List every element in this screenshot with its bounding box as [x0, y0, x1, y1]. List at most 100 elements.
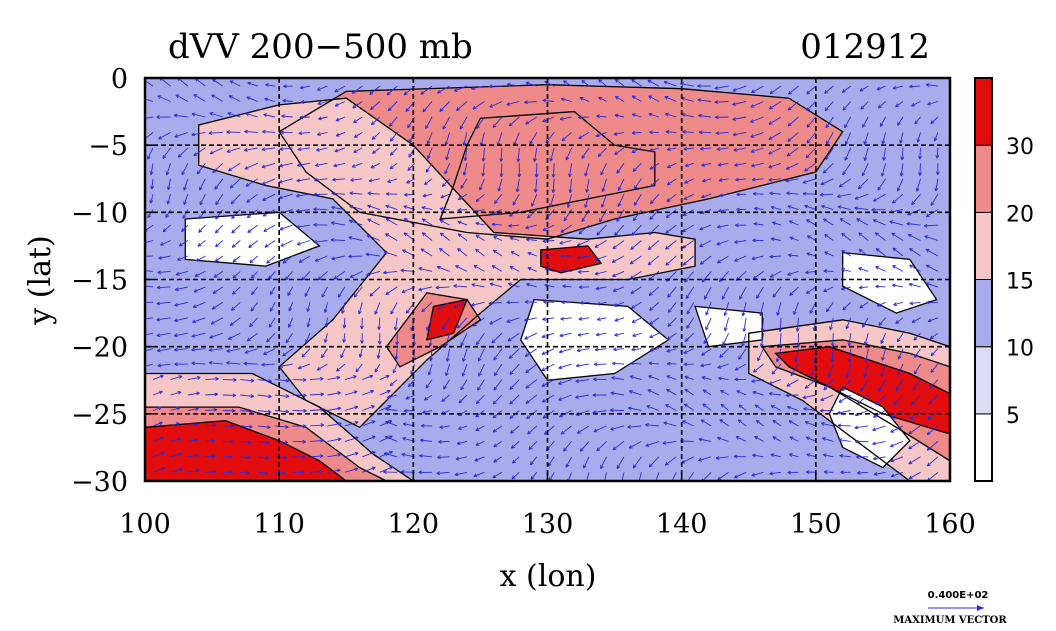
wind-vector-head	[751, 177, 756, 182]
wind-vector-head	[875, 284, 879, 289]
wind-vector	[665, 113, 677, 118]
wind-vector	[457, 248, 468, 257]
reference-vector-caption: MAXIMUM VECTOR	[893, 615, 1007, 626]
wind-vector	[911, 394, 921, 406]
wind-vector-head	[664, 461, 669, 466]
wind-vector	[697, 99, 712, 102]
wind-vector	[682, 240, 694, 249]
wind-vector-head	[802, 191, 807, 196]
wind-vector	[362, 466, 376, 473]
wind-vector	[426, 132, 433, 145]
wind-vector	[928, 394, 939, 405]
x-tick-label: 120	[388, 509, 440, 540]
wind-vector-head	[717, 162, 722, 167]
wind-vector-head	[332, 177, 336, 182]
wind-vector	[577, 255, 590, 259]
wind-vector-head	[365, 252, 370, 257]
wind-vector-head	[613, 132, 618, 136]
wind-vector	[407, 162, 416, 171]
wind-vector	[906, 223, 921, 226]
wind-vector	[754, 207, 764, 211]
wind-vector-head	[281, 114, 285, 119]
wind-vector	[350, 178, 363, 181]
wind-vector	[839, 178, 851, 188]
wind-vector-head	[609, 408, 614, 413]
contour-line-8	[145, 406, 387, 481]
wind-vector	[649, 301, 660, 311]
wind-vector	[718, 209, 729, 212]
wind-vector	[479, 178, 485, 191]
wind-vector	[561, 98, 572, 102]
x-tick-label: 140	[656, 509, 708, 540]
wind-vector	[269, 302, 276, 312]
wind-vector-head	[628, 406, 632, 411]
wind-vector	[793, 302, 799, 315]
wind-vector-head	[177, 452, 182, 457]
wind-vector-head	[383, 250, 388, 255]
wind-vector-head	[631, 231, 636, 236]
wind-vector	[631, 131, 642, 134]
wind-vector	[458, 394, 468, 404]
wind-vector-head	[733, 454, 738, 459]
wind-vector-head	[247, 81, 252, 86]
wind-vector-head	[370, 106, 375, 111]
wind-vector	[911, 101, 921, 107]
wind-vector-head	[844, 124, 848, 129]
wind-vector-head	[822, 437, 826, 441]
wind-vector	[167, 194, 171, 205]
wind-vector	[472, 101, 485, 110]
wind-vector-head	[178, 242, 183, 247]
wind-vector-head	[824, 233, 829, 238]
wind-vector	[699, 240, 712, 247]
wind-vector-head	[420, 423, 425, 428]
wind-vector	[892, 284, 904, 288]
wind-vector	[648, 375, 660, 381]
wind-vector-head	[737, 419, 742, 424]
wind-vector-head	[714, 86, 719, 90]
wind-vector-head	[699, 146, 704, 151]
wind-vector	[175, 270, 189, 276]
wind-vector-head	[631, 319, 636, 323]
wind-vector	[280, 240, 293, 247]
wind-vector-head	[406, 179, 411, 184]
wind-vector	[742, 302, 747, 317]
wind-vector-head	[261, 164, 266, 169]
wind-vector-head	[561, 137, 566, 142]
wind-vector	[681, 113, 694, 118]
wind-vector-head	[248, 244, 253, 249]
wind-vector	[167, 178, 171, 190]
wind-vector-head	[318, 116, 322, 121]
wind-vector-head	[400, 268, 405, 273]
wind-vector	[648, 113, 660, 118]
wind-vector	[331, 192, 345, 195]
wind-vector-head	[313, 222, 317, 227]
wind-vector	[152, 406, 162, 411]
wind-vector	[875, 285, 886, 288]
wind-vector-head	[856, 218, 861, 222]
wind-vector	[908, 425, 921, 435]
wind-vector-head	[377, 326, 381, 331]
wind-vector	[462, 363, 468, 377]
wind-vector-head	[264, 471, 268, 476]
wind-vector	[390, 147, 398, 156]
wind-vector-head	[229, 439, 234, 444]
wind-vector	[804, 379, 817, 389]
wind-vector	[475, 440, 485, 446]
wind-vector-head	[715, 456, 720, 460]
wind-vector-head	[525, 225, 530, 230]
wind-vector-head	[166, 186, 171, 191]
wind-vector	[665, 240, 677, 250]
wind-vector-head	[896, 338, 901, 343]
wind-vector	[614, 114, 625, 118]
wind-vector	[182, 209, 189, 219]
wind-vector	[368, 178, 380, 182]
wind-vector	[336, 363, 346, 372]
wind-vector	[424, 394, 433, 401]
wind-vector-head	[462, 171, 467, 176]
wind-vector-head	[159, 374, 164, 379]
wind-vector	[579, 301, 590, 304]
wind-vector-head	[393, 326, 398, 331]
wind-vector-head	[926, 300, 930, 305]
wind-vector	[527, 252, 537, 257]
wind-vector-head	[805, 436, 810, 441]
